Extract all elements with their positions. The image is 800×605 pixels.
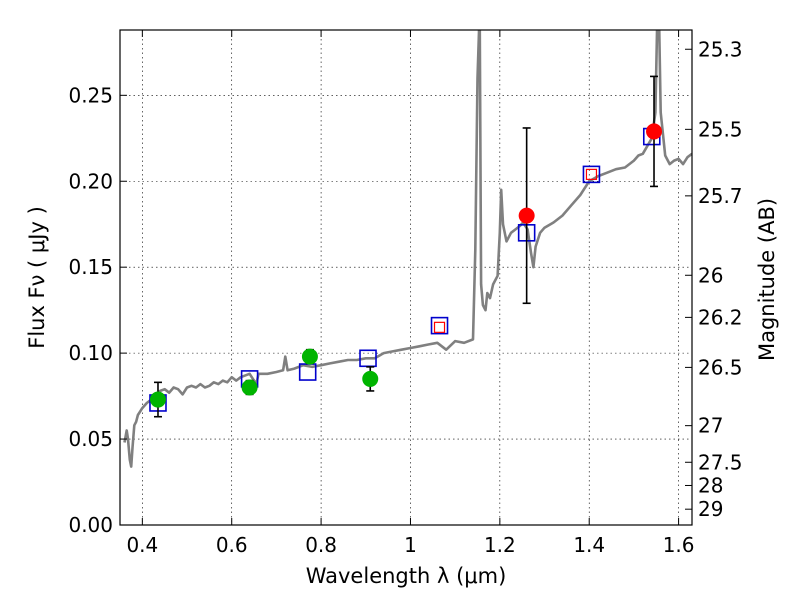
model-inner-square-marker <box>585 168 598 180</box>
x-tick-label: 0.6 <box>216 533 248 557</box>
y2-tick-label: 25.7 <box>698 184 743 208</box>
observed-points-series <box>149 123 663 408</box>
y2-tick-label: 26.5 <box>698 355 743 379</box>
y2-tick-label: 26.2 <box>698 305 743 329</box>
errorbars <box>153 75 659 418</box>
y-tick-label: 0.10 <box>68 341 113 365</box>
model-squares-series <box>149 127 661 412</box>
y-axis-label: Flux Fν ( μJy ) <box>25 206 49 349</box>
plot-frame <box>119 29 693 526</box>
y2-tick-label: 27.5 <box>698 450 743 474</box>
x-tick-label: 1 <box>404 533 417 557</box>
x-tick-label: 0.4 <box>126 533 158 557</box>
x-tick-label: 1.4 <box>573 533 605 557</box>
x-axis-label: Wavelength λ (μm) <box>306 564 507 588</box>
observed-point-red <box>646 123 663 140</box>
y2-tick-label: 25.3 <box>698 37 743 61</box>
x-tick-label: 0.8 <box>305 533 337 557</box>
observed-point-green <box>301 348 318 365</box>
spectrum-series <box>123 30 692 468</box>
axis-ticks: 0.4 0.6 0.8 1 1.2 1.4 1.6 0.00 0.05 0.10 0.15 0.20 0… <box>68 30 743 557</box>
y2-tick-label: 29 <box>698 497 723 521</box>
y2-tick-label: 25.5 <box>698 117 743 141</box>
observed-point-green <box>241 379 258 396</box>
y2-tick-label: 28 <box>698 473 723 497</box>
model-square-marker <box>582 165 601 184</box>
y-tick-label: 0.25 <box>68 83 113 107</box>
x-tick-label: 1.6 <box>663 533 695 557</box>
spectrum-line <box>123 30 692 468</box>
observed-point-green <box>149 391 166 408</box>
y2-tick-label: 26 <box>698 263 723 287</box>
x-tick-label: 1.2 <box>484 533 516 557</box>
grid-lines <box>120 30 692 525</box>
y-tick-label: 0.05 <box>68 427 113 451</box>
observed-point-red <box>518 207 535 224</box>
y-tick-label: 0.20 <box>68 169 113 193</box>
y-tick-label: 0.00 <box>68 513 113 537</box>
y2-axis-label: Magnitude (AB) <box>755 198 779 361</box>
model-inner-square-marker <box>433 321 446 333</box>
model-square-marker <box>430 316 449 335</box>
observed-point-green <box>362 370 379 387</box>
y2-tick-label: 27 <box>698 414 723 438</box>
y-tick-label: 0.15 <box>68 255 113 279</box>
